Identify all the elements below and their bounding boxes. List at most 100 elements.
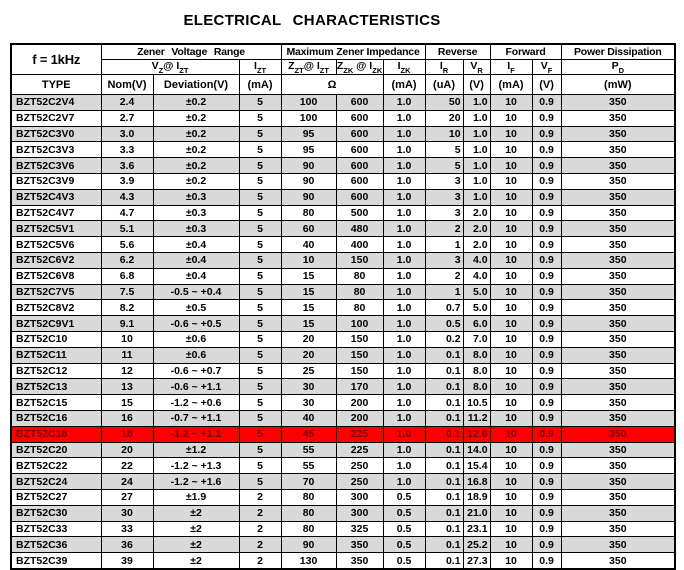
cell-type: BZT52C24 bbox=[10, 473, 102, 491]
cell-zzk: 600 bbox=[335, 109, 384, 127]
table-row[interactable]: BZT52C4V7 4.7 ±0.3 5 80 500 1.0 3 2.0 10 0.9 350 bbox=[10, 204, 676, 222]
header-vr-unit: (V) bbox=[462, 74, 491, 96]
cell-vr: 4.0 bbox=[462, 267, 491, 285]
table-row[interactable]: BZT52C24 24 -1.2 ~ +1.6 5 70 250 1.0 0.1 16.8 10 0… bbox=[10, 473, 676, 491]
table-row[interactable]: BZT52C13 13 -0.6 ~ +1.1 5 30 170 1.0 0.1 8.0 10 0.… bbox=[10, 378, 676, 396]
table-row[interactable]: BZT52C11 11 ±0.6 5 20 150 1.0 0.1 8.0 10 0.9 350 bbox=[10, 346, 676, 364]
cell-type: BZT52C15 bbox=[10, 394, 102, 412]
cell-izk: 1.0 bbox=[382, 236, 426, 254]
cell-pd: 350 bbox=[560, 252, 676, 269]
table-row[interactable]: BZT52C5V1 5.1 ±0.3 5 60 480 1.0 2 2.0 10 0.9 350 bbox=[10, 220, 676, 238]
cell-deviation: -1.2 ~ +1.6 bbox=[152, 473, 240, 491]
table-row[interactable]: BZT52C9V1 9.1 -0.6 ~ +0.5 5 15 100 1.0 0.5 6.0 10… bbox=[10, 315, 676, 333]
table-row[interactable]: BZT52C20 20 ±1.2 5 55 225 1.0 0.1 14.0 10 0.9 350 bbox=[10, 441, 676, 459]
cell-izk: 1.0 bbox=[382, 204, 426, 222]
table-row[interactable]: BZT52C12 12 -0.6 ~ +0.7 5 25 150 1.0 0.1 8.0 10 0.… bbox=[10, 362, 676, 380]
cell-vf: 0.9 bbox=[531, 220, 562, 238]
table-row[interactable]: BZT52C3V0 3.0 ±0.2 5 95 600 1.0 10 1.0 10 0.9 350 bbox=[10, 125, 676, 143]
cell-pd: 350 bbox=[560, 204, 676, 222]
cell-deviation: ±0.6 bbox=[152, 346, 240, 364]
cell-pd: 350 bbox=[560, 441, 676, 459]
cell-pd: 350 bbox=[560, 173, 676, 190]
cell-nom: 7.5 bbox=[100, 283, 154, 301]
cell-zzt: 80 bbox=[280, 520, 337, 538]
cell-deviation: -0.5 ~ +0.4 bbox=[152, 283, 240, 301]
table-row[interactable]: BZT52C16 16 -0.7 ~ +1.1 5 40 200 1.0 0.1 11.2 10 0… bbox=[10, 410, 676, 427]
table-row[interactable]: BZT52C5V6 5.6 ±0.4 5 40 400 1.0 1 2.0 10 0.9 350 bbox=[10, 236, 676, 254]
table-row[interactable]: BZT52C18 18 -1.2 ~ +1.1 5 45 225 1.0 0.1 12.6 10 0… bbox=[10, 425, 676, 443]
cell-nom: 2.7 bbox=[100, 109, 154, 127]
table-row[interactable]: BZT52C22 22 -1.2 ~ +1.3 5 55 250 1.0 0.1 15.4 10 0… bbox=[10, 457, 676, 475]
cell-izk: 1.0 bbox=[382, 331, 426, 348]
cell-izt: 5 bbox=[238, 473, 282, 491]
table-row[interactable]: BZT52C8V2 8.2 ±0.5 5 15 80 1.0 0.7 5.0 10 0.9 350 bbox=[10, 299, 676, 317]
cell-vf: 0.9 bbox=[531, 173, 562, 190]
cell-pd: 350 bbox=[560, 331, 676, 348]
cell-izt: 5 bbox=[238, 109, 282, 127]
cell-zzt: 30 bbox=[280, 394, 337, 412]
cell-izt: 5 bbox=[238, 236, 282, 254]
table-row[interactable]: BZT52C3V3 3.3 ±0.2 5 95 600 1.0 5 1.0 10 0.9 350 bbox=[10, 141, 676, 159]
cell-deviation: ±1.9 bbox=[152, 489, 240, 506]
table-row[interactable]: BZT52C3V9 3.9 ±0.2 5 90 600 1.0 3 1.0 10 0.9 350 bbox=[10, 173, 676, 190]
table-row[interactable]: BZT52C39 39 ±2 2 130 350 0.5 0.1 27.3 10 0.9 350 bbox=[10, 552, 676, 570]
cell-zzt: 20 bbox=[280, 331, 337, 348]
table-body: BZT52C2V4 2.4 ±0.2 5 100 600 1.0 50 1.0 10 0.9 350 B… bbox=[10, 94, 676, 570]
table-row[interactable]: BZT52C6V2 6.2 ±0.4 5 10 150 1.0 3 4.0 10 0.9 350 bbox=[10, 252, 676, 269]
cell-zzk: 600 bbox=[335, 94, 384, 111]
table-row[interactable]: BZT52C10 10 ±0.6 5 20 150 1.0 0.2 7.0 10 0.9 350 bbox=[10, 331, 676, 348]
header-deviation: Deviation(V) bbox=[152, 74, 240, 96]
header-nom: Nom(V) bbox=[100, 74, 154, 96]
table-row[interactable]: BZT52C2V4 2.4 ±0.2 5 100 600 1.0 50 1.0 10 0.9 350 bbox=[10, 94, 676, 111]
cell-nom: 18 bbox=[100, 425, 154, 443]
header-izt-unit: (mA) bbox=[238, 74, 282, 96]
cell-izk: 1.0 bbox=[382, 220, 426, 238]
cell-if: 10 bbox=[489, 362, 533, 380]
symbol-if: IF bbox=[489, 58, 533, 76]
cell-type: BZT52C3V9 bbox=[10, 173, 102, 190]
cell-ir: 0.1 bbox=[424, 441, 464, 459]
table-row[interactable]: BZT52C6V8 6.8 ±0.4 5 15 80 1.0 2 4.0 10 0.9 350 bbox=[10, 267, 676, 285]
table-row[interactable]: BZT52C3V6 3.6 ±0.2 5 90 600 1.0 5 1.0 10 0.9 350 bbox=[10, 157, 676, 175]
cell-zzt: 95 bbox=[280, 141, 337, 159]
cell-zzk: 150 bbox=[335, 346, 384, 364]
cell-type: BZT52C7V5 bbox=[10, 283, 102, 301]
table-row[interactable]: BZT52C27 27 ±1.9 2 80 300 0.5 0.1 18.9 10 0.9 350 bbox=[10, 489, 676, 506]
cell-vr: 11.2 bbox=[462, 410, 491, 427]
cell-zzk: 200 bbox=[335, 410, 384, 427]
group-forward: Forward bbox=[489, 43, 562, 60]
cell-vf: 0.9 bbox=[531, 552, 562, 570]
table-row[interactable]: BZT52C15 15 -1.2 ~ +0.6 5 30 200 1.0 0.1 10.5 10 0… bbox=[10, 394, 676, 412]
cell-type: BZT52C11 bbox=[10, 346, 102, 364]
cell-deviation: -0.6 ~ +1.1 bbox=[152, 378, 240, 396]
table-row[interactable]: BZT52C30 30 ±2 2 80 300 0.5 0.1 21.0 10 0.9 350 bbox=[10, 504, 676, 522]
cell-if: 10 bbox=[489, 489, 533, 506]
table-row[interactable]: BZT52C33 33 ±2 2 80 325 0.5 0.1 23.1 10 0.9 350 bbox=[10, 520, 676, 538]
cell-vr: 2.0 bbox=[462, 204, 491, 222]
cell-izt: 5 bbox=[238, 331, 282, 348]
cell-nom: 3.6 bbox=[100, 157, 154, 175]
cell-deviation: ±2 bbox=[152, 520, 240, 538]
symbol-vr: VR bbox=[462, 58, 491, 76]
cell-ir: 1 bbox=[424, 236, 464, 254]
cell-vf: 0.9 bbox=[531, 267, 562, 285]
symbol-izk: IZK bbox=[382, 58, 426, 76]
table-row[interactable]: BZT52C4V3 4.3 ±0.3 5 90 600 1.0 3 1.0 10 0.9 350 bbox=[10, 188, 676, 206]
cell-deviation: ±0.5 bbox=[152, 299, 240, 317]
cell-izt: 2 bbox=[238, 552, 282, 570]
cell-deviation: ±0.2 bbox=[152, 109, 240, 127]
cell-pd: 350 bbox=[560, 489, 676, 506]
table-row[interactable]: BZT52C7V5 7.5 -0.5 ~ +0.4 5 15 80 1.0 1 5.0 10 0.9… bbox=[10, 283, 676, 301]
table-row[interactable]: BZT52C2V7 2.7 ±0.2 5 100 600 1.0 20 1.0 10 0.9 350 bbox=[10, 109, 676, 127]
cell-izt: 2 bbox=[238, 504, 282, 522]
cell-izk: 1.0 bbox=[382, 394, 426, 412]
cell-zzk: 480 bbox=[335, 220, 384, 238]
group-max-zener-impedance: Maximum Zener Impedance bbox=[280, 43, 426, 60]
cell-type: BZT52C18 bbox=[10, 425, 102, 443]
cell-ir: 0.1 bbox=[424, 520, 464, 538]
cell-type: BZT52C4V7 bbox=[10, 204, 102, 222]
cell-pd: 350 bbox=[560, 157, 676, 175]
cell-pd: 350 bbox=[560, 125, 676, 143]
cell-izk: 0.5 bbox=[382, 552, 426, 570]
page-title: ELECTRICAL CHARACTERISTICS bbox=[183, 12, 441, 29]
